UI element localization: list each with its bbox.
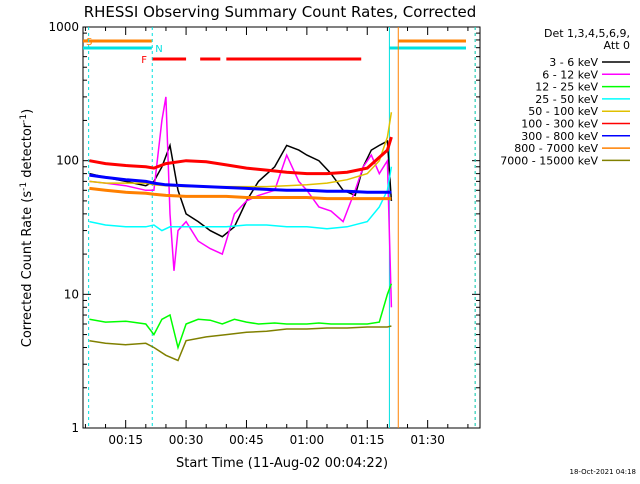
x-tick-label: 01:15	[350, 433, 385, 447]
legend-entry-label: 800 - 7000 keV	[514, 142, 598, 155]
y-tick-label: 100	[56, 154, 79, 168]
x-tick-label: 01:30	[410, 433, 445, 447]
flag-label: N	[155, 44, 162, 55]
legend-entry-label: 300 - 800 keV	[521, 130, 598, 143]
series-line	[89, 139, 393, 238]
legend-entry-label: 6 - 12 keV	[542, 68, 598, 81]
legend-entry-label: 12 - 25 keV	[535, 81, 598, 94]
series-line	[89, 96, 393, 308]
series-line	[89, 186, 392, 201]
legend-header: Det 1,3,4,5,6,9,	[544, 27, 630, 40]
series-line	[89, 283, 393, 351]
x-axis-label: Start Time (11-Aug-02 00:04:22)	[176, 456, 388, 471]
x-tick-label: 01:00	[290, 433, 325, 447]
flag-label: S	[86, 37, 92, 48]
y-tick-label: 10	[64, 287, 79, 301]
x-tick-label: 00:15	[108, 433, 143, 447]
series-line	[89, 136, 393, 176]
legend-entry-label: 25 - 50 keV	[535, 93, 598, 106]
timestamp-footer: 18-Oct-2021 04:18	[570, 468, 636, 476]
plot-frame	[82, 26, 481, 429]
chart-title: RHESSI Observing Summary Count Rates, Co…	[84, 3, 477, 21]
series-line	[89, 173, 392, 194]
x-tick-label: 00:45	[229, 433, 264, 447]
legend-header: Att 0	[604, 39, 630, 52]
y-tick-label: 1000	[48, 20, 79, 34]
legend-entry-label: 50 - 100 keV	[528, 105, 598, 118]
series-line	[89, 325, 392, 362]
y-tick-label: 1	[71, 421, 79, 435]
legend-entry-label: 7000 - 15000 keV	[500, 154, 598, 167]
legend-entry-label: 100 - 300 keV	[521, 118, 598, 131]
series-line	[89, 166, 393, 232]
flag-label: F	[141, 55, 147, 66]
plot-area: 1 10 100 1000 00:15 00:30 00:45 01:00 01:15 01:30…	[48, 20, 481, 447]
legend-entry-label: 3 - 6 keV	[549, 56, 598, 69]
series-line	[89, 112, 393, 188]
y-axis-label: Corrected Count Rate (s-1 detector-1)	[19, 109, 35, 347]
x-tick-label: 00:30	[169, 433, 204, 447]
